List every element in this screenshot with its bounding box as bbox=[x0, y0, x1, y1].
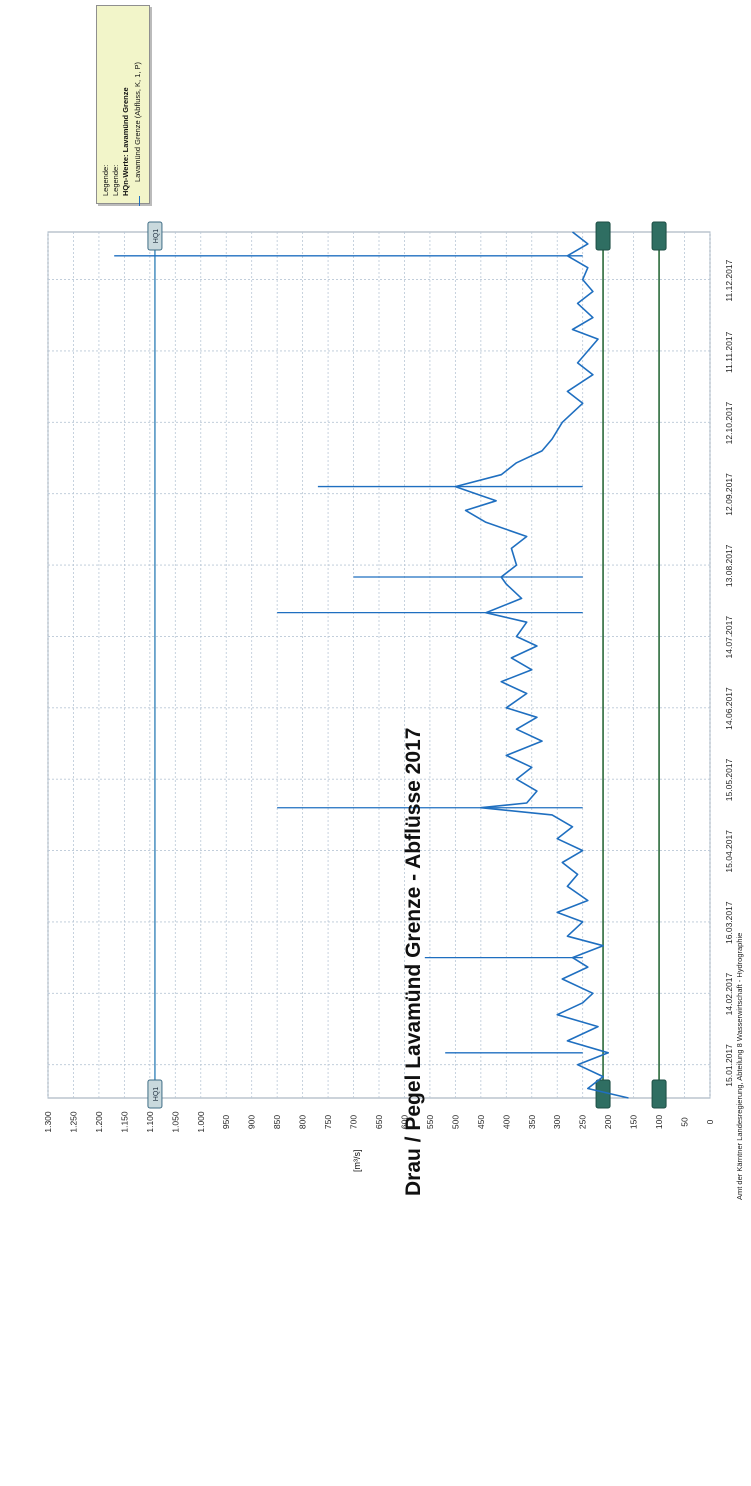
x-tick-label: 12.10.2017 bbox=[724, 402, 734, 445]
grid bbox=[47, 232, 711, 1098]
reference-marker bbox=[147, 1079, 163, 1109]
y-tick-labels: 0 50 100 150 200 250 300 350 400 450 500 550 600 650 7… bbox=[43, 1111, 715, 1133]
x-tick-label: 14.07.2017 bbox=[724, 616, 734, 659]
y-tick-label: 550 bbox=[425, 1115, 435, 1129]
x-tick-label: 12.09.2017 bbox=[724, 473, 734, 516]
y-tick-label: 1.200 bbox=[94, 1111, 104, 1133]
x-tick-label: 16.03.2017 bbox=[724, 901, 734, 944]
y-tick-label: 350 bbox=[527, 1115, 537, 1129]
legend-heading-1: Legende: bbox=[101, 164, 110, 196]
x-tick-label: 11.11.2017 bbox=[724, 331, 734, 373]
reference-marker bbox=[651, 221, 667, 251]
y-tick-label: 400 bbox=[501, 1115, 511, 1129]
y-tick-label: 150 bbox=[629, 1115, 639, 1129]
series-line bbox=[454, 231, 629, 1099]
reference-marker bbox=[147, 221, 163, 251]
y-tick-label: 1.150 bbox=[119, 1111, 129, 1133]
x-tick-label: 15.05.2017 bbox=[724, 758, 734, 801]
y-tick-label: 1.250 bbox=[68, 1111, 78, 1133]
y-tick-label: 1.000 bbox=[196, 1111, 206, 1133]
y-tick-label: 1.100 bbox=[145, 1111, 155, 1133]
y-tick-label: 750 bbox=[323, 1115, 333, 1129]
chart-footer: Amt der Kärntner Landesregierung, Abteil… bbox=[735, 932, 744, 1200]
series bbox=[114, 231, 629, 1099]
legend-series-swatch bbox=[139, 196, 140, 206]
x-tick-label: 15.04.2017 bbox=[724, 830, 734, 873]
y-tick-label: 200 bbox=[603, 1115, 613, 1129]
y-tick-label: 1.050 bbox=[170, 1111, 180, 1133]
y-tick-label: 450 bbox=[476, 1115, 486, 1129]
y-tick-label: 600 bbox=[399, 1115, 409, 1129]
x-tick-label: 13.08.2017 bbox=[724, 544, 734, 587]
y-tick-label: 500 bbox=[450, 1115, 460, 1129]
y-tick-label: 250 bbox=[578, 1115, 588, 1129]
reference-label: HQ1 bbox=[153, 229, 160, 244]
y-tick-label: 950 bbox=[221, 1115, 231, 1129]
reference-lines: HQ1 HQ1 bbox=[147, 221, 667, 1109]
y-tick-label: 300 bbox=[552, 1115, 562, 1129]
legend-heading-2: Legende: bbox=[111, 164, 120, 196]
x-tick-label: 14.02.2017 bbox=[724, 973, 734, 1016]
y-tick-label: 100 bbox=[654, 1115, 664, 1129]
y-tick-label: 50 bbox=[680, 1117, 690, 1127]
legend: Legende: Legende: HQn-Werte: Lavamünd Gr… bbox=[96, 5, 150, 206]
chart-title: Drau / Pegel Lavamünd Grenze - Abflüsse … bbox=[402, 727, 425, 1196]
y-tick-label: 850 bbox=[272, 1115, 282, 1129]
y-axis-label: [m³/s] bbox=[352, 1149, 362, 1173]
legend-series-entry: Lavamünd Grenze (Abfluss, K, 1, P) bbox=[133, 61, 142, 182]
y-tick-label: 650 bbox=[374, 1115, 384, 1129]
reference-marker bbox=[651, 1079, 667, 1109]
x-tick-label: 15.01.2017 bbox=[724, 1044, 734, 1087]
x-tick-label: 14.06.2017 bbox=[724, 687, 734, 730]
reference-marker bbox=[595, 221, 611, 251]
x-tick-label: 11.12.2017 bbox=[724, 259, 734, 301]
y-tick-label: 800 bbox=[298, 1115, 308, 1129]
legend-hq-values: HQn-Werte: Lavamünd Grenze bbox=[121, 87, 130, 196]
y-tick-label: 1.300 bbox=[43, 1111, 53, 1133]
reference-label: HQ1 bbox=[153, 1087, 160, 1102]
y-tick-label: 700 bbox=[349, 1115, 359, 1129]
y-tick-label: 900 bbox=[247, 1115, 257, 1129]
x-tick-labels: 15.01.2017 14.02.2017 16.03.2017 15.04.2017… bbox=[724, 259, 734, 1086]
y-tick-label: 0 bbox=[705, 1119, 715, 1124]
